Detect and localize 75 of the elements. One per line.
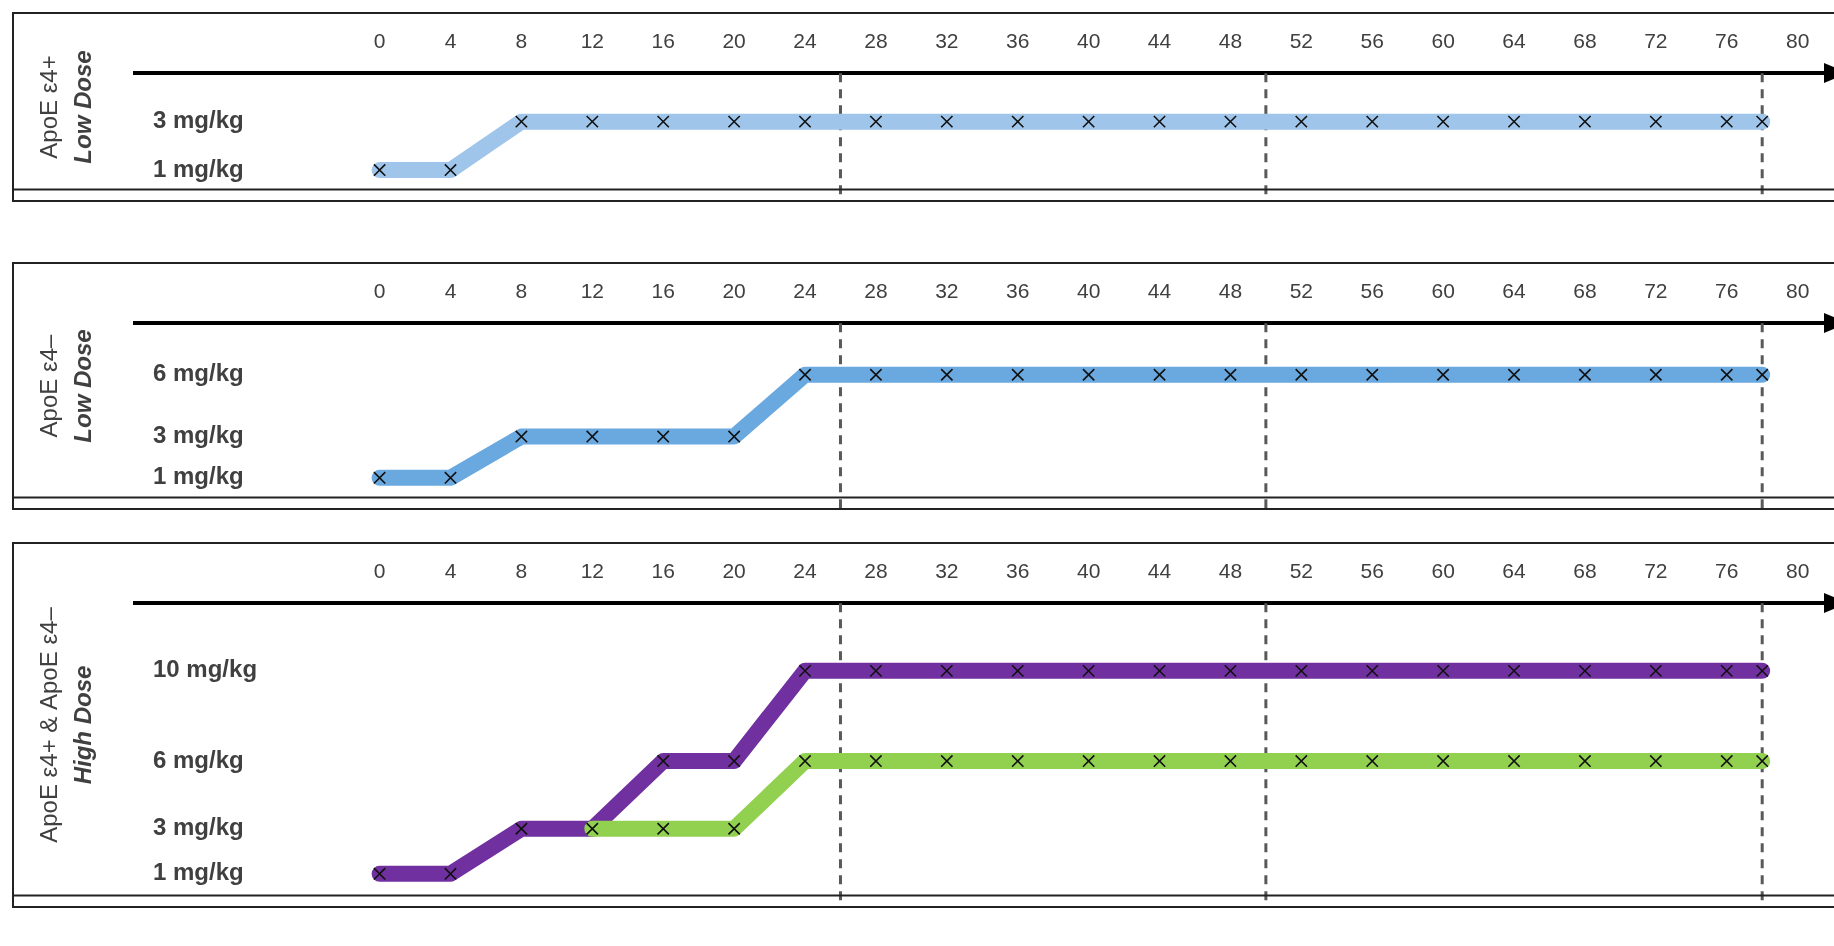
x-tick-label: 52 xyxy=(1289,559,1314,583)
x-tick-label: 52 xyxy=(1289,279,1314,303)
x-tick-label: 44 xyxy=(1147,29,1172,53)
x-tick-label: 60 xyxy=(1431,279,1455,303)
x-tick-label: 12 xyxy=(580,29,604,53)
x-tick-label: 48 xyxy=(1218,29,1243,53)
x-tick-label: 72 xyxy=(1644,29,1668,53)
x-tick-label: 24 xyxy=(793,279,818,303)
x-tick-label: 76 xyxy=(1715,279,1739,303)
x-tick-label: 60 xyxy=(1431,559,1455,583)
x-tick-label: 32 xyxy=(935,29,959,53)
x-tick-label: 72 xyxy=(1644,279,1668,303)
x-tick-label: 8 xyxy=(515,279,528,303)
x-tick-label: 28 xyxy=(864,29,888,53)
y-tick-label: 6 mg/kg xyxy=(153,359,244,387)
x-tick-label: 60 xyxy=(1431,29,1455,53)
y-axis-title: ApoE ε4– Low Dose xyxy=(34,329,96,443)
x-tick-label: 12 xyxy=(580,279,604,303)
x-tick-label: 0 xyxy=(373,279,386,303)
y-tick-label: 6 mg/kg xyxy=(153,745,244,773)
y-tick-label: 1 mg/kg xyxy=(153,154,244,182)
x-tick-label: 16 xyxy=(651,279,675,303)
y-tick-label: 10 mg/kg xyxy=(153,655,258,683)
x-tick-label: 64 xyxy=(1502,559,1527,583)
x-tick-label: 80 xyxy=(1785,279,1810,303)
y-tick-label: 3 mg/kg xyxy=(153,421,244,449)
x-tick-label: 36 xyxy=(1006,559,1030,583)
x-tick-label: 8 xyxy=(515,29,528,53)
x-tick-label: 40 xyxy=(1076,279,1101,303)
x-tick-label: 56 xyxy=(1360,29,1384,53)
x-tick-label: 52 xyxy=(1289,29,1314,53)
x-tick-label: 36 xyxy=(1006,279,1030,303)
x-tick-label: 8 xyxy=(515,559,528,583)
y-axis-title: ApoE ε4+ Low Dose xyxy=(34,50,96,164)
x-tick-label: 56 xyxy=(1360,559,1384,583)
x-tick-label: 68 xyxy=(1573,279,1597,303)
x-tick-label: 12 xyxy=(580,559,604,583)
x-tick-label: 16 xyxy=(651,29,675,53)
x-tick-label: 36 xyxy=(1006,29,1030,53)
x-tick-label: 4 xyxy=(444,279,457,303)
x-tick-label: 24 xyxy=(793,29,818,53)
x-tick-label: 44 xyxy=(1147,559,1172,583)
x-tick-label: 4 xyxy=(444,29,457,53)
y-axis-title: ApoE ε4+ & ApoE ε4– High Dose xyxy=(34,606,96,843)
x-tick-label: 28 xyxy=(864,279,888,303)
x-tick-label: 80 xyxy=(1785,29,1810,53)
x-tick-label: 20 xyxy=(722,29,746,53)
x-tick-label: 76 xyxy=(1715,559,1739,583)
x-tick-label: 76 xyxy=(1715,29,1739,53)
y-tick-label: 3 mg/kg xyxy=(153,106,244,134)
x-tick-label: 64 xyxy=(1502,279,1527,303)
x-tick-label: 20 xyxy=(722,559,746,583)
y-tick-label: 3 mg/kg xyxy=(153,813,244,841)
x-tick-label: 40 xyxy=(1076,559,1101,583)
x-tick-label: 48 xyxy=(1218,279,1243,303)
x-tick-label: 44 xyxy=(1147,279,1172,303)
x-tick-label: 40 xyxy=(1076,29,1101,53)
x-tick-label: 32 xyxy=(935,559,959,583)
x-tick-label: 4 xyxy=(444,559,457,583)
x-tick-label: 80 xyxy=(1785,559,1810,583)
x-tick-label: 20 xyxy=(722,279,746,303)
x-tick-label: 72 xyxy=(1644,559,1668,583)
x-tick-label: 24 xyxy=(793,559,818,583)
x-tick-label: 68 xyxy=(1573,29,1597,53)
y-tick-label: 1 mg/kg xyxy=(153,858,244,886)
x-tick-label: 64 xyxy=(1502,29,1527,53)
x-tick-label: 32 xyxy=(935,279,959,303)
x-tick-label: 56 xyxy=(1360,279,1384,303)
x-tick-label: 0 xyxy=(373,559,386,583)
x-tick-label: 28 xyxy=(864,559,888,583)
x-tick-label: 48 xyxy=(1218,559,1243,583)
y-tick-label: 1 mg/kg xyxy=(153,462,244,490)
x-tick-label: 0 xyxy=(373,29,386,53)
x-tick-label: 16 xyxy=(651,559,675,583)
x-tick-label: 68 xyxy=(1573,559,1597,583)
